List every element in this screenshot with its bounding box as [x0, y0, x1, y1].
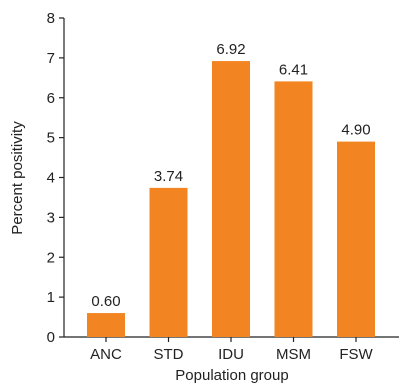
y-tick-label: 8	[47, 10, 55, 27]
bar-idu	[212, 61, 250, 337]
bar-value-label: 0.60	[91, 293, 120, 310]
x-tick-label: FSW	[339, 346, 373, 363]
bar-msm	[274, 81, 313, 338]
y-tick-label: 5	[47, 130, 55, 147]
bar-value-label: 6.92	[216, 41, 245, 58]
y-tick-label: 2	[47, 249, 55, 266]
bar-value-label: 4.90	[341, 122, 370, 139]
y-tick-label: 3	[47, 209, 55, 226]
y-tick-label: 4	[47, 170, 55, 187]
x-tick-label: IDU	[218, 346, 244, 363]
x-tick-label: STD	[154, 346, 184, 363]
x-axis: ANC STD IDU MSM FSW	[64, 336, 399, 363]
bar-value-label: 3.74	[154, 168, 183, 185]
y-tick-label: 7	[47, 50, 55, 67]
x-tick-label: MSM	[276, 346, 311, 363]
bars: 0.60 3.74 6.92 6.41 4.90	[87, 41, 375, 338]
bar-fsw	[337, 141, 375, 337]
y-tick-label: 1	[47, 289, 55, 306]
y-tick-label: 6	[47, 90, 55, 107]
bar-std	[149, 187, 188, 337]
x-tick-label: ANC	[90, 346, 122, 363]
y-axis-title: Percent positivity	[9, 121, 26, 235]
bar-value-label: 6.41	[279, 61, 308, 78]
y-tick-label: 0	[47, 329, 55, 346]
bar-anc	[87, 313, 125, 337]
x-axis-title: Population group	[175, 367, 288, 384]
y-axis: 0 1 2 3 4 5 6 7 8	[47, 10, 65, 346]
